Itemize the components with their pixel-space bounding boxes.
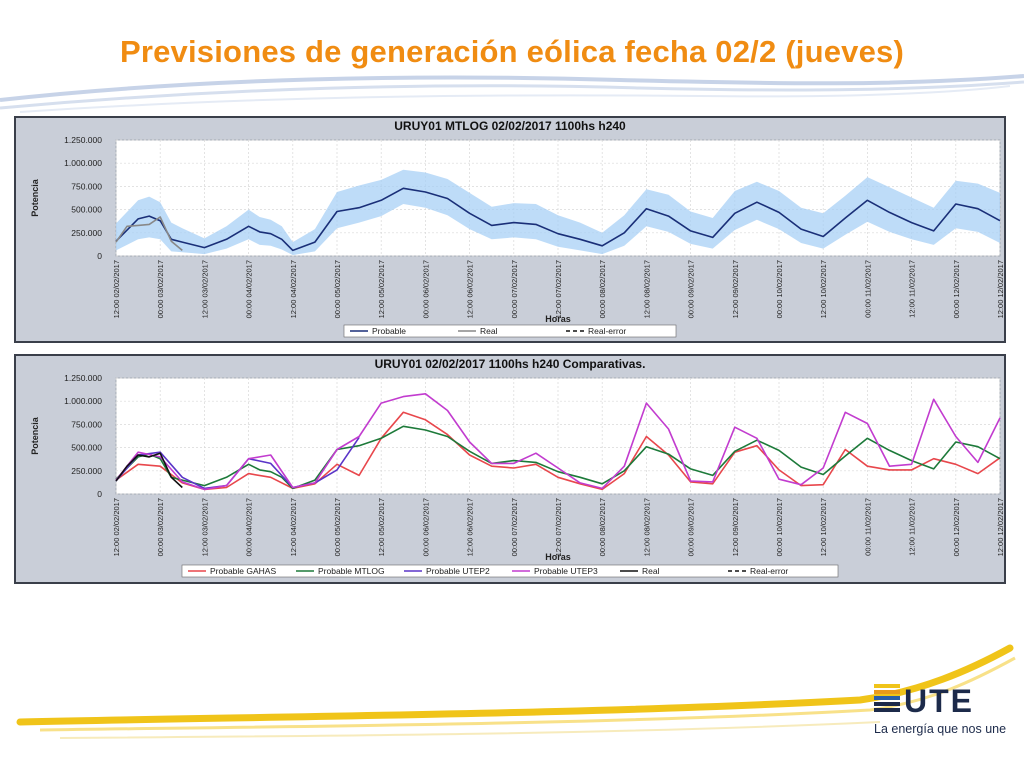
chart-title-bar [16, 118, 1004, 134]
x-tick-label: 12:00 08/02/2017 [642, 260, 651, 318]
x-tick-label: 12:00 05/02/2017 [377, 498, 386, 556]
ute-logo: UTE [874, 683, 974, 716]
x-tick-label: 00:00 09/02/2017 [687, 260, 696, 318]
legend-entry: Real [642, 566, 660, 576]
y-tick-label: 1.000.000 [64, 158, 102, 168]
x-tick-label: 00:00 12/02/2017 [952, 260, 961, 318]
x-tick-label: 12:00 08/02/2017 [642, 498, 651, 556]
legend-entry: Real [480, 326, 498, 336]
x-tick-label: 12:00 06/02/2017 [466, 498, 475, 556]
forecast-chart: URUY01 MTLOG 02/02/2017 1100hs h240 0 250.… [16, 118, 1004, 338]
x-tick-label: 00:00 04/02/2017 [245, 498, 254, 556]
x-tick-label: 00:00 06/02/2017 [421, 260, 430, 318]
ute-logo-text: UTE [904, 683, 974, 716]
x-tick-label: 12:00 04/02/2017 [289, 260, 298, 318]
tagline: La energía que nos une [874, 722, 1007, 736]
x-tick-label: 00:00 06/02/2017 [421, 498, 430, 556]
x-tick-label: 12:00 10/02/2017 [819, 260, 828, 318]
y-tick-label: 1.250.000 [64, 135, 102, 145]
legend-entry: Real-error [750, 566, 788, 576]
x-tick-label: 00:00 10/02/2017 [775, 498, 784, 556]
legend-box [181, 564, 839, 578]
legend-entry: Probable UTEP3 [534, 566, 598, 576]
y-tick-label: 500.000 [71, 205, 102, 215]
series-line-probable [115, 187, 1001, 252]
y-tick-label: 750.000 [71, 181, 102, 191]
comparison-chart: URUY01 02/02/2017 1100hs h240 Comparativ… [16, 356, 1004, 578]
x-tick-label: 12:00 03/02/2017 [200, 260, 209, 318]
y-tick-label: 250.000 [71, 228, 102, 238]
x-tick-label: 12:00 12/02/2017 [996, 260, 1004, 318]
footer-swoosh [16, 644, 1016, 739]
ute-logo-mark-icon [874, 684, 900, 712]
x-tick-label: 00:00 03/02/2017 [156, 260, 165, 318]
x-tick-label: 00:00 10/02/2017 [775, 260, 784, 318]
chart-panel-forecast: URUY01 MTLOG 02/02/2017 1100hs h240 0 250.… [14, 116, 1006, 343]
y-tick-label: 1.000.000 [64, 396, 102, 406]
x-tick-label: 12:00 07/02/2017 [554, 260, 563, 318]
series-line-probable-utep3 [115, 392, 1001, 491]
x-tick-label: 00:00 05/02/2017 [333, 260, 342, 318]
y-tick-label: 250.000 [71, 466, 102, 476]
series-line-probable-gahas [115, 411, 1001, 491]
x-tick-label: 00:00 12/02/2017 [952, 498, 961, 556]
x-tick-label: 00:00 07/02/2017 [510, 260, 519, 318]
series-line-probable-mtlog [115, 425, 1001, 490]
x-tick-label: 12:00 10/02/2017 [819, 498, 828, 556]
chart-title: URUY01 02/02/2017 1100hs h240 Comparativ… [375, 357, 646, 371]
x-axis-label: Horas [545, 314, 571, 324]
x-tick-label: 12:00 09/02/2017 [731, 260, 740, 318]
y-axis-label: Potencia [30, 178, 40, 217]
y-tick-label: 0 [97, 251, 102, 261]
legend-entry: Probable UTEP2 [426, 566, 490, 576]
x-tick-label: 00:00 07/02/2017 [510, 498, 519, 556]
x-tick-label: 12:00 02/02/2017 [112, 498, 121, 556]
y-tick-label: 500.000 [71, 443, 102, 453]
chart-title-bar [16, 356, 1004, 372]
y-tick-label: 1.250.000 [64, 373, 102, 383]
y-axis-label: Potencia [30, 416, 40, 455]
x-tick-label: 12:00 05/02/2017 [377, 260, 386, 318]
x-axis-label: Horas [545, 552, 571, 562]
x-tick-label: 12:00 06/02/2017 [466, 260, 475, 318]
header-swoosh [0, 74, 1024, 113]
series-line-real [115, 216, 183, 252]
confidence-band [116, 169, 1000, 256]
y-tick-label: 750.000 [71, 419, 102, 429]
chart-panel-comparison: URUY01 02/02/2017 1100hs h240 Comparativ… [14, 354, 1006, 584]
legend-entry: Probable GAHAS [210, 566, 276, 576]
series-line-real [115, 452, 183, 489]
x-tick-label: 00:00 08/02/2017 [598, 260, 607, 318]
x-tick-label: 00:00 11/02/2017 [863, 498, 872, 556]
x-tick-label: 12:00 04/02/2017 [289, 498, 298, 556]
x-tick-label: 00:00 05/02/2017 [333, 498, 342, 556]
x-tick-label: 00:00 03/02/2017 [156, 498, 165, 556]
legend-entry: Probable [372, 326, 406, 336]
x-tick-label: 12:00 03/02/2017 [200, 498, 209, 556]
x-tick-label: 12:00 02/02/2017 [112, 260, 121, 318]
chart-title: URUY01 MTLOG 02/02/2017 1100hs h240 [394, 119, 626, 133]
x-tick-label: 00:00 04/02/2017 [245, 260, 254, 318]
x-tick-label: 00:00 11/02/2017 [863, 260, 872, 318]
x-tick-label: 12:00 07/02/2017 [554, 498, 563, 556]
x-tick-label: 12:00 11/02/2017 [908, 498, 917, 556]
x-tick-label: 00:00 08/02/2017 [598, 498, 607, 556]
x-tick-label: 12:00 12/02/2017 [996, 498, 1004, 556]
x-tick-label: 00:00 09/02/2017 [687, 498, 696, 556]
legend-box [343, 324, 677, 338]
legend-entry: Real-error [588, 326, 626, 336]
x-tick-label: 12:00 09/02/2017 [731, 498, 740, 556]
legend-entry: Probable MTLOG [318, 566, 385, 576]
y-tick-label: 0 [97, 489, 102, 499]
x-tick-label: 12:00 11/02/2017 [908, 260, 917, 318]
slide-title: Previsiones de generación eólica fecha 0… [119, 34, 905, 69]
